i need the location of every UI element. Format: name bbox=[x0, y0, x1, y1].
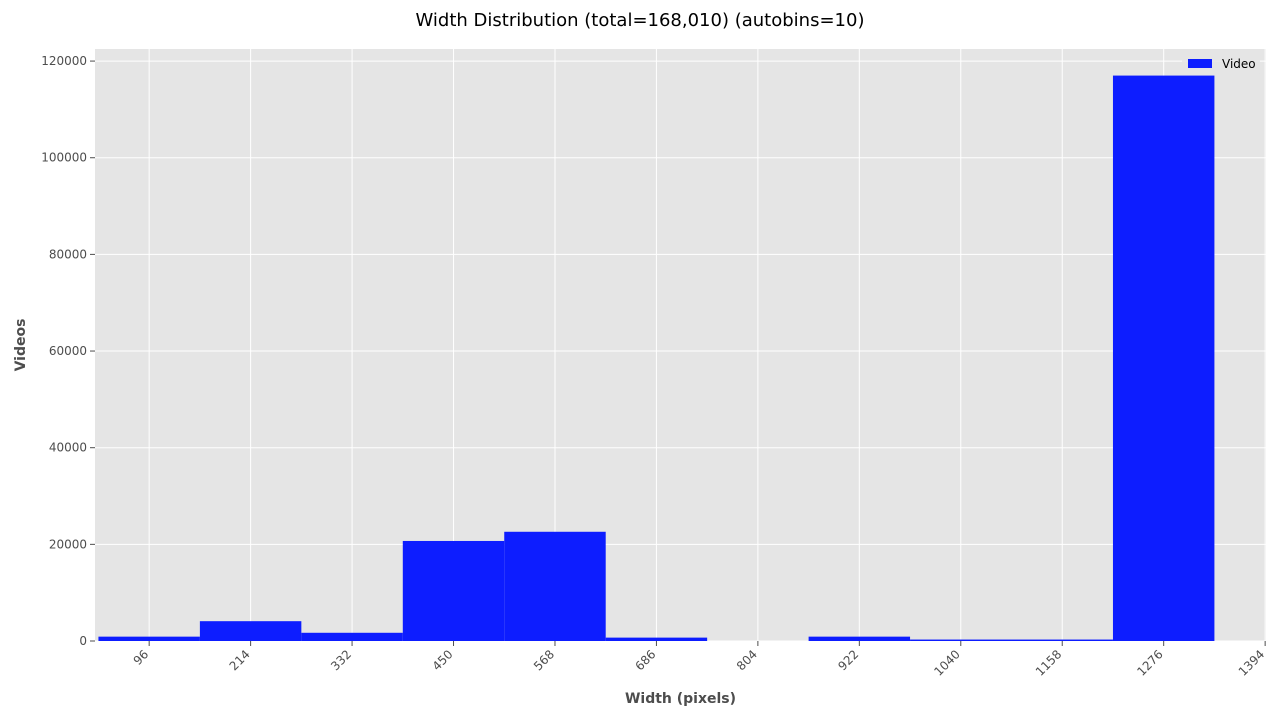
x-tick-label: 804 bbox=[734, 647, 760, 673]
chart-title: Width Distribution (total=168,010) (auto… bbox=[415, 10, 865, 31]
y-tick-label: 120000 bbox=[41, 54, 87, 68]
x-axis-label: Width (pixels) bbox=[625, 691, 736, 707]
legend-box bbox=[1182, 53, 1260, 75]
legend-swatch bbox=[1188, 59, 1212, 68]
histogram-bar bbox=[1112, 75, 1215, 641]
x-tick-label: 1158 bbox=[1033, 647, 1064, 678]
y-tick-label: 100000 bbox=[41, 151, 87, 165]
x-tick-label: 1040 bbox=[931, 647, 962, 678]
bars bbox=[98, 75, 1215, 641]
x-axis-ticks: 96 214 332 450 568 686 804 922 1040 1158 1276 1394 bbox=[131, 641, 1267, 679]
histogram-bar bbox=[1011, 639, 1113, 641]
histogram-bar bbox=[910, 639, 1012, 641]
legend: Video bbox=[1182, 53, 1260, 75]
y-tick-label: 60000 bbox=[49, 344, 87, 358]
histogram-bar bbox=[808, 636, 911, 641]
y-tick-label: 40000 bbox=[49, 441, 87, 455]
y-tick-label: 0 bbox=[79, 634, 87, 648]
plot-area bbox=[95, 49, 1266, 641]
histogram-bar bbox=[199, 621, 302, 641]
legend-label: Video bbox=[1222, 57, 1256, 71]
histogram-bar bbox=[402, 540, 505, 641]
histogram-bar bbox=[504, 531, 606, 641]
histogram-bar bbox=[98, 636, 200, 641]
x-tick-label: 214 bbox=[227, 647, 253, 673]
y-axis-ticks: 0 20000 40000 60000 80000 100000 120000 bbox=[41, 54, 95, 648]
histogram-bar bbox=[301, 632, 403, 641]
y-tick-label: 80000 bbox=[49, 247, 87, 261]
x-tick-label: 686 bbox=[632, 647, 658, 673]
x-tick-label: 568 bbox=[531, 647, 557, 673]
histogram-bar bbox=[605, 637, 708, 641]
x-tick-label: 450 bbox=[430, 647, 456, 673]
x-tick-label: 96 bbox=[131, 647, 152, 668]
y-axis-label: Videos bbox=[13, 319, 29, 372]
x-tick-label: 1394 bbox=[1236, 647, 1267, 678]
y-tick-label: 20000 bbox=[49, 537, 87, 551]
x-tick-label: 1276 bbox=[1134, 647, 1165, 678]
x-tick-label: 332 bbox=[328, 647, 354, 673]
x-tick-label: 922 bbox=[835, 647, 861, 673]
